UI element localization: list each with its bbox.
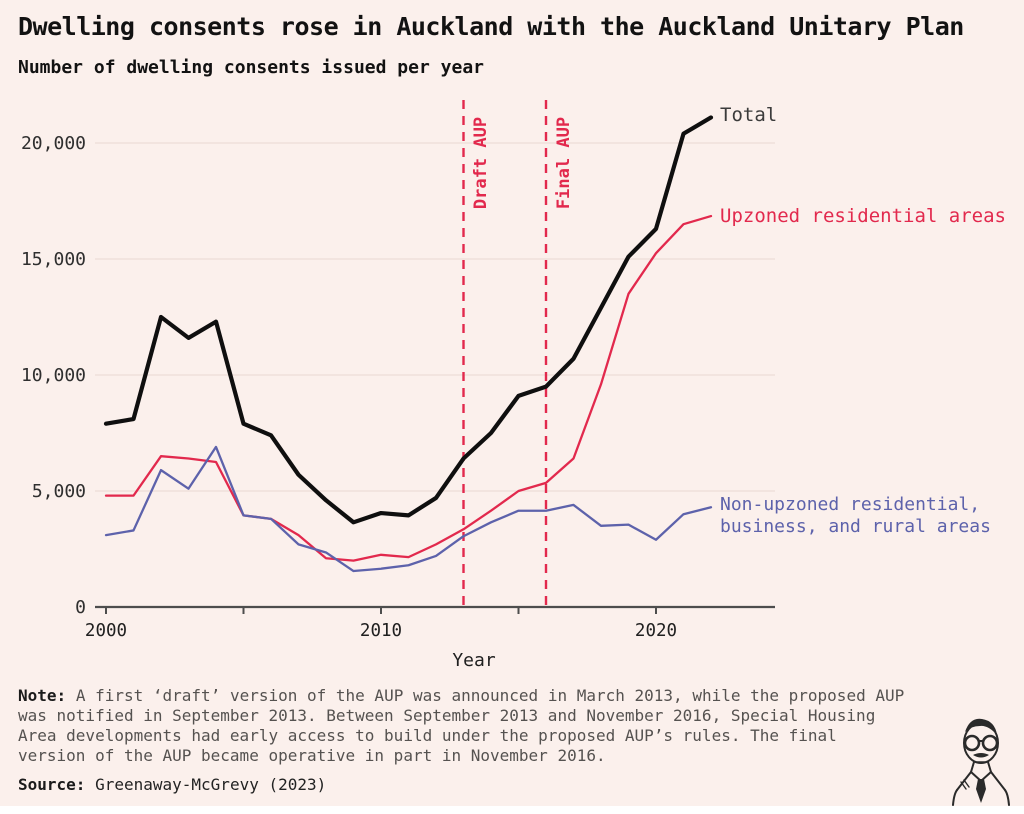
note-block: Note: A first ‘draft’ version of the AUP… (18, 686, 998, 766)
mascot-illustration (952, 718, 1010, 806)
y-tick-label: 15,000 (21, 249, 86, 270)
legend-label-non-upzoned-line1: Non-upzoned residential, (720, 494, 981, 515)
x-axis-title: Year (452, 650, 496, 671)
x-tick-label: 2000 (85, 621, 127, 641)
y-tick-label: 5,000 (32, 481, 86, 502)
series-line-non_upzoned (104, 445, 713, 573)
x-tick-label: 2010 (360, 621, 402, 641)
x-tick-label: 2020 (635, 621, 677, 641)
note-line: Note: A first ‘draft’ version of the AUP… (18, 686, 998, 706)
annotation-label-draft-aup: Draft AUP (471, 116, 491, 210)
note-line: was notified in September 2013. Between … (18, 706, 876, 725)
note-label: Note: (18, 686, 67, 705)
note-line: version of the AUP became operative in p… (18, 746, 606, 765)
y-tick-label: 10,000 (21, 365, 86, 386)
legend-label-upzoned: Upzoned residential areas (720, 205, 1006, 227)
legend-label-total: Total (720, 104, 778, 126)
note-text: A first ‘draft’ version of the AUP was a… (75, 686, 905, 705)
note-line: Area developments had early access to bu… (18, 726, 837, 745)
chart-title: Dwelling consents rose in Auckland with … (18, 12, 964, 41)
legend-label-non-upzoned-line2: business, and rural areas (720, 516, 991, 537)
annotation-label-final-aup: Final AUP (554, 116, 574, 210)
legend-label-non-upzoned: Non-upzoned residential, business, and r… (720, 494, 991, 538)
y-tick-label: 20,000 (21, 133, 86, 154)
y-tick-label: 0 (75, 597, 86, 618)
source-line: Source: Greenaway-McGrevy (2023) (18, 775, 326, 794)
series-line-total (103, 115, 714, 525)
source-text: Greenaway-McGrevy (2023) (95, 775, 327, 794)
source-label: Source: (18, 775, 86, 794)
chart-subtitle: Number of dwelling consents issued per y… (18, 57, 484, 78)
